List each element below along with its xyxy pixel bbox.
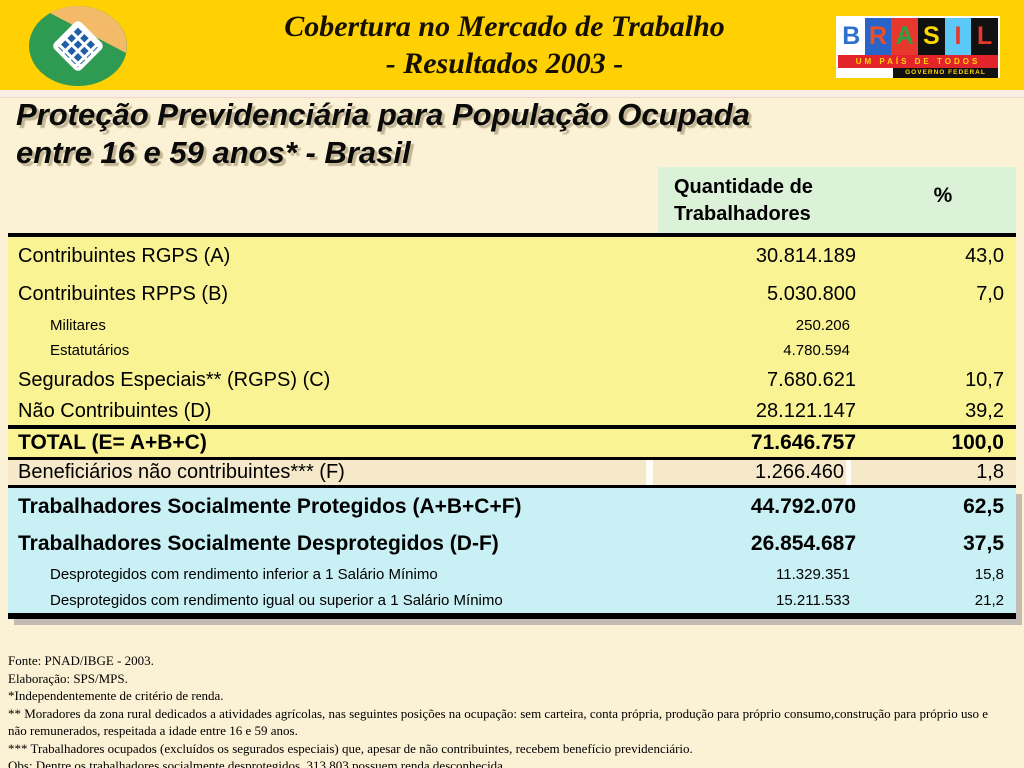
table-row: Segurados Especiais** (RGPS) (C) 7.680.6… — [8, 362, 1016, 398]
row-quantity: 30.814.189 — [755, 244, 856, 267]
footnote-line: *Independentemente de critério de renda. — [8, 688, 224, 703]
row-label: Beneficiários não contribuintes*** (F) — [18, 461, 345, 483]
row-label: Estatutários — [50, 341, 130, 359]
row-label: Desprotegidos com rendimento inferior a … — [50, 566, 438, 583]
row-quantity: 71.646.757 — [750, 431, 856, 454]
table-row: Desprotegidos com rendimento inferior a … — [8, 562, 1016, 587]
row-quantity: 11.329.351 — [776, 566, 850, 583]
table-row: Militares 250.206 — [8, 313, 1016, 338]
brasil-letter: I — [944, 18, 972, 55]
brasil-letter: B — [838, 18, 865, 55]
table-rule — [8, 457, 1016, 460]
row-quantity: 44.792.070 — [750, 494, 856, 518]
brasil-logo-letters: B R A S I L — [838, 18, 999, 55]
brasil-logo-gov-text: GOVERNO FEDERAL — [893, 68, 998, 78]
page-title-line2: entre 16 e 59 anos* - Brasil — [16, 135, 411, 170]
brasil-logo-gov-spacer — [838, 68, 893, 78]
total-row: TOTAL (E= A+B+C) 71.646.757 100,0 — [8, 429, 1016, 457]
footnote-line: Obs: Dentre os trabalhadores socialmente… — [8, 758, 507, 768]
footnote-line: ** Moradores da zona rural dedicados a a… — [8, 705, 989, 721]
row-quantity: 4.780.594 — [783, 341, 850, 359]
protection-summary-section: Trabalhadores Socialmente Protegidos (A+… — [8, 488, 1016, 619]
footnote-line: *** Trabalhadores ocupados (excluídos os… — [8, 740, 693, 756]
row-label: Contribuintes RPPS (B) — [18, 282, 229, 305]
row-label: Militares — [50, 317, 106, 334]
row-percent: 15,8 — [974, 566, 1004, 583]
brasil-letter: L — [971, 18, 999, 55]
top-banner: Cobertura no Mercado de Trabalho - Resul… — [0, 0, 1024, 90]
table-row: Trabalhadores Socialmente Protegidos (A+… — [8, 488, 1016, 525]
brasil-logo-gov-bar: GOVERNO FEDERAL — [838, 68, 998, 78]
row-quantity: 250.206 — [795, 317, 850, 334]
row-label: Segurados Especiais** (RGPS) (C) — [18, 368, 331, 391]
row-percent: 7,0 — [976, 282, 1004, 305]
row-quantity: 28.121.147 — [755, 400, 856, 422]
table-row: Trabalhadores Socialmente Desprotegidos … — [8, 525, 1016, 562]
table-rule — [8, 233, 1016, 237]
row-label: TOTAL (E= A+B+C) — [18, 431, 207, 454]
previdencia-social-icon — [29, 5, 127, 86]
row-percent: 62,5 — [963, 494, 1004, 518]
page-title-line1: Proteção Previdenciária para População O… — [16, 97, 750, 132]
row-label: Não Contribuintes (D) — [18, 400, 212, 422]
table-row: Não Contribuintes (D) 28.121.147 39,2 — [8, 398, 1016, 425]
table-rule — [8, 485, 1016, 488]
table-row: Contribuintes RGPS (A) 30.814.189 43,0 — [8, 237, 1016, 275]
brasil-letter: S — [918, 18, 945, 55]
row-quantity: 1.266.460 — [755, 461, 844, 483]
cell-separator — [846, 460, 851, 485]
row-quantity: 15.211.533 — [776, 591, 850, 609]
row-quantity: 5.030.800 — [767, 282, 856, 305]
row-label: Trabalhadores Socialmente Protegidos (A+… — [18, 494, 522, 518]
footnote-line: não remunerados, respeitada a idade entr… — [8, 723, 298, 738]
footnotes: Fonte: PNAD/IBGE - 2003. Elaboração: SPS… — [8, 652, 1016, 768]
column-header-percent: % — [933, 184, 953, 207]
row-label: Trabalhadores Socialmente Desprotegidos … — [18, 531, 499, 555]
column-header-quantity: Quantidade de Trabalhadores — [674, 176, 813, 225]
table-column-header: Quantidade de Trabalhadores % — [658, 167, 1016, 234]
row-percent: 37,5 — [963, 531, 1004, 555]
footnote-line: Fonte: PNAD/IBGE - 2003. — [8, 653, 154, 668]
page-title: Proteção Previdenciária para População O… — [16, 96, 750, 172]
row-percent: 100,0 — [951, 431, 1004, 454]
banner-title: Cobertura no Mercado de Trabalho - Resul… — [150, 8, 859, 82]
brasil-letter: A — [891, 18, 919, 55]
row-percent: 10,7 — [965, 368, 1004, 391]
table-rule — [8, 425, 1016, 429]
banner-title-line2: - Resultados 2003 - — [385, 47, 624, 80]
row-percent: 21,2 — [974, 591, 1004, 609]
table-row: Desprotegidos com rendimento igual ou su… — [8, 587, 1016, 613]
row-label: Desprotegidos com rendimento igual ou su… — [50, 591, 503, 609]
beneficiaries-row: Beneficiários não contribuintes*** (F) 1… — [8, 460, 1016, 485]
table-row: Contribuintes RPPS (B) 5.030.800 7,0 — [8, 275, 1016, 313]
coverage-table: Contribuintes RGPS (A) 30.814.189 43,0 C… — [8, 233, 1016, 619]
brasil-governo-federal-logo: B R A S I L UM PAÍS DE TODOS GOVERNO FED… — [836, 16, 1000, 78]
row-percent: 1,8 — [976, 461, 1004, 483]
banner-title-line1: Cobertura no Mercado de Trabalho — [284, 10, 725, 43]
footnote-line: Elaboração: SPS/MPS. — [8, 670, 128, 686]
brasil-logo-tagline: UM PAÍS DE TODOS — [838, 55, 998, 68]
row-percent: 39,2 — [965, 400, 1004, 422]
brasil-letter: R — [864, 18, 892, 55]
banner-bottom-stripe — [0, 90, 1024, 98]
row-percent: 43,0 — [965, 244, 1004, 267]
cell-separator — [646, 460, 653, 485]
row-label: Contribuintes RGPS (A) — [18, 244, 231, 267]
row-quantity: 7.680.621 — [767, 368, 856, 391]
table-row: Estatutários 4.780.594 — [8, 338, 1016, 362]
row-quantity: 26.854.687 — [750, 531, 856, 555]
